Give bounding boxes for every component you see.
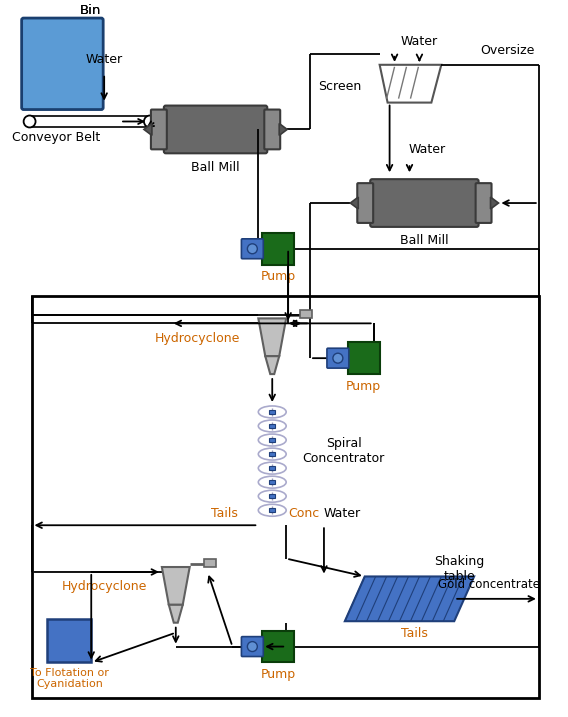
FancyBboxPatch shape [269, 424, 275, 428]
FancyBboxPatch shape [348, 342, 379, 374]
Polygon shape [144, 123, 152, 136]
Text: Hydrocyclone: Hydrocyclone [61, 580, 147, 594]
Text: Conveyor Belt: Conveyor Belt [12, 131, 101, 144]
FancyBboxPatch shape [327, 348, 349, 368]
FancyBboxPatch shape [269, 480, 275, 484]
FancyBboxPatch shape [262, 631, 294, 663]
Polygon shape [258, 318, 286, 356]
FancyBboxPatch shape [475, 183, 491, 223]
Text: To Flotation or
Cyanidation: To Flotation or Cyanidation [30, 668, 109, 689]
Polygon shape [279, 123, 287, 136]
Text: Gold concentrate: Gold concentrate [438, 579, 540, 592]
Polygon shape [162, 567, 190, 605]
FancyBboxPatch shape [264, 110, 280, 149]
FancyBboxPatch shape [269, 452, 275, 456]
Text: Water: Water [86, 53, 123, 67]
Polygon shape [491, 197, 499, 209]
Text: Bin: Bin [80, 4, 101, 16]
Text: Pump: Pump [346, 379, 381, 392]
Text: Water: Water [324, 507, 361, 520]
FancyBboxPatch shape [370, 179, 479, 227]
FancyBboxPatch shape [269, 466, 275, 470]
Circle shape [333, 353, 343, 363]
FancyBboxPatch shape [241, 239, 264, 259]
Text: Screen: Screen [319, 80, 362, 93]
FancyBboxPatch shape [262, 233, 294, 265]
Text: Ball Mill: Ball Mill [400, 234, 449, 247]
FancyBboxPatch shape [203, 559, 216, 567]
Text: Bin: Bin [80, 4, 101, 16]
Circle shape [248, 244, 257, 254]
Text: Conc: Conc [288, 507, 319, 520]
FancyBboxPatch shape [300, 310, 312, 318]
FancyBboxPatch shape [269, 508, 275, 512]
Text: Pump: Pump [261, 668, 296, 681]
Polygon shape [345, 576, 474, 621]
Text: Pump: Pump [261, 270, 296, 283]
Circle shape [248, 642, 257, 652]
FancyBboxPatch shape [269, 494, 275, 498]
FancyBboxPatch shape [48, 619, 91, 663]
Circle shape [24, 115, 36, 128]
FancyBboxPatch shape [269, 438, 275, 442]
Text: Spiral
Concentrator: Spiral Concentrator [303, 437, 385, 465]
Text: Water: Water [409, 143, 446, 156]
Polygon shape [379, 65, 441, 103]
Text: Ball Mill: Ball Mill [191, 161, 240, 174]
FancyBboxPatch shape [164, 105, 268, 153]
Text: Oversize: Oversize [480, 44, 534, 57]
Text: Tails: Tails [401, 627, 428, 640]
Text: Water: Water [401, 35, 438, 49]
FancyBboxPatch shape [151, 110, 167, 149]
Circle shape [144, 115, 156, 128]
FancyBboxPatch shape [241, 637, 264, 657]
FancyBboxPatch shape [269, 410, 275, 414]
FancyBboxPatch shape [22, 18, 103, 110]
Text: Hydrocyclone: Hydrocyclone [155, 332, 240, 345]
Polygon shape [169, 605, 183, 622]
Text: Tails: Tails [211, 507, 237, 520]
Polygon shape [350, 197, 358, 209]
FancyBboxPatch shape [357, 183, 373, 223]
Text: Shaking
table: Shaking table [434, 555, 485, 583]
Polygon shape [265, 356, 279, 374]
